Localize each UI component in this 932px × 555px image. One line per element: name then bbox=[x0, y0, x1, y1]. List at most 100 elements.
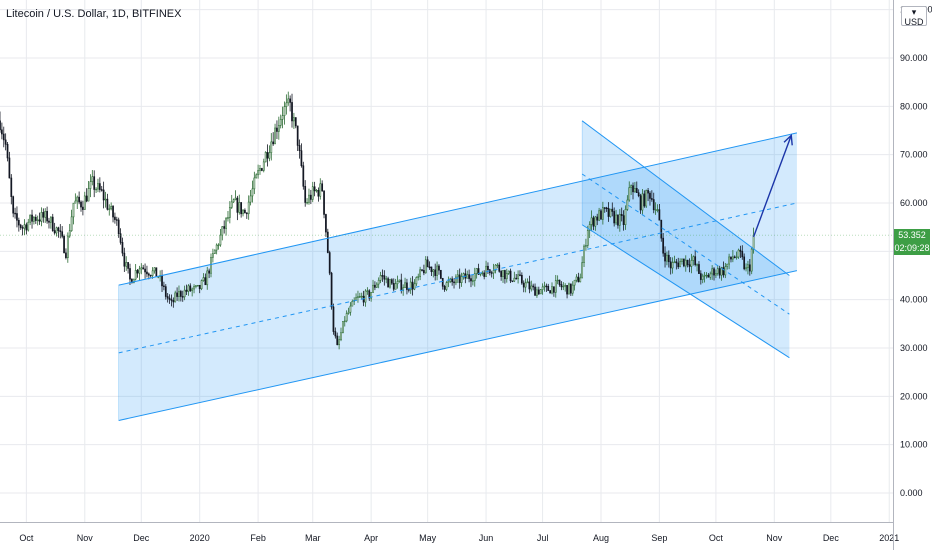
candle-body bbox=[690, 260, 693, 267]
candle-body bbox=[153, 267, 156, 272]
candle-body bbox=[68, 230, 71, 237]
candle-body bbox=[752, 234, 755, 250]
x-tick-label: Jul bbox=[537, 533, 549, 543]
candle-body bbox=[586, 230, 589, 246]
candle-body bbox=[325, 214, 327, 233]
candle-body bbox=[409, 281, 412, 291]
candle-body bbox=[210, 257, 212, 274]
candle-body bbox=[117, 219, 120, 234]
candle-body bbox=[620, 213, 623, 216]
candle-body bbox=[136, 270, 139, 274]
candle-body bbox=[398, 279, 401, 282]
candle-body bbox=[240, 202, 243, 215]
candle-body bbox=[745, 267, 747, 270]
x-tick-label: Aug bbox=[593, 533, 609, 543]
channel-lines[interactable] bbox=[118, 120, 798, 421]
candle-body bbox=[125, 262, 128, 267]
candle-body bbox=[298, 145, 301, 152]
candle-body bbox=[494, 264, 497, 271]
candle-body bbox=[2, 133, 5, 141]
candle-body bbox=[255, 174, 258, 179]
candle-body bbox=[656, 209, 659, 211]
candle-body bbox=[443, 285, 446, 290]
candle-body bbox=[370, 292, 373, 299]
candle-body bbox=[375, 283, 378, 288]
candle-body bbox=[473, 273, 476, 281]
candle-body bbox=[492, 270, 495, 274]
y-tick-label: 20.000 bbox=[900, 391, 928, 401]
candle-body bbox=[213, 249, 216, 254]
candle-body bbox=[249, 195, 252, 203]
candle-body bbox=[187, 285, 190, 292]
candle-body bbox=[731, 256, 734, 260]
candle-body bbox=[374, 284, 376, 288]
candle-body bbox=[560, 284, 563, 288]
candle-body bbox=[507, 270, 510, 274]
candle-body bbox=[652, 199, 655, 211]
candle-body bbox=[360, 295, 363, 298]
candle-body bbox=[428, 266, 431, 268]
currency-badge[interactable]: ▾ USD bbox=[901, 6, 927, 27]
candle-body bbox=[698, 264, 700, 274]
candle-body bbox=[455, 276, 457, 284]
candle-body bbox=[31, 214, 33, 222]
candle-body bbox=[261, 168, 263, 171]
candle-body bbox=[743, 256, 746, 270]
x-tick-label: Apr bbox=[364, 533, 378, 543]
candle-body bbox=[713, 268, 715, 276]
candle-body bbox=[509, 270, 512, 282]
candle-body bbox=[554, 280, 557, 293]
candle-body bbox=[357, 296, 359, 298]
x-tick-label: Oct bbox=[709, 533, 724, 543]
candle-body bbox=[321, 183, 324, 192]
candle-body bbox=[196, 284, 199, 287]
candle-body bbox=[172, 300, 175, 303]
candle-body bbox=[445, 282, 448, 290]
candle-body bbox=[626, 199, 629, 210]
candle-body bbox=[372, 284, 374, 293]
candle-body bbox=[204, 277, 207, 286]
candle-body bbox=[703, 274, 706, 277]
candle-body bbox=[716, 268, 719, 274]
candle-body bbox=[277, 125, 280, 132]
candle-body bbox=[522, 282, 525, 288]
candle-body bbox=[739, 249, 742, 252]
candle-body bbox=[108, 208, 111, 210]
candle-body bbox=[709, 273, 712, 278]
candle-body bbox=[115, 219, 118, 221]
candle-body bbox=[44, 210, 47, 218]
candle-body bbox=[72, 202, 75, 218]
candle-body bbox=[227, 217, 229, 219]
candle-body bbox=[238, 202, 241, 213]
candle-body bbox=[705, 274, 708, 277]
candle-body bbox=[272, 141, 275, 145]
candle-body bbox=[338, 339, 340, 346]
candle-body bbox=[336, 335, 339, 346]
ascending-channel-mid-line bbox=[118, 202, 798, 354]
candle-body bbox=[274, 127, 276, 145]
candle-body bbox=[662, 237, 665, 254]
candle-body bbox=[666, 254, 668, 262]
candle-body bbox=[110, 205, 113, 210]
candle-body bbox=[585, 245, 587, 247]
candle-body bbox=[718, 268, 721, 276]
candle-body bbox=[174, 292, 177, 303]
candle-body bbox=[208, 270, 210, 274]
candle-body bbox=[291, 102, 293, 122]
candle-body bbox=[618, 213, 621, 226]
candle-body bbox=[100, 189, 103, 191]
candle-body bbox=[551, 286, 553, 294]
candle-body bbox=[259, 168, 261, 171]
candle-body bbox=[594, 216, 597, 227]
candle-body bbox=[624, 209, 627, 225]
candle-body bbox=[61, 231, 64, 237]
candle-body bbox=[245, 212, 248, 215]
candle-body bbox=[170, 299, 173, 301]
candle-body bbox=[641, 193, 644, 211]
candle-body bbox=[643, 193, 646, 207]
candle-body bbox=[490, 272, 493, 274]
candle-body bbox=[487, 265, 489, 271]
candle-body bbox=[313, 186, 316, 192]
